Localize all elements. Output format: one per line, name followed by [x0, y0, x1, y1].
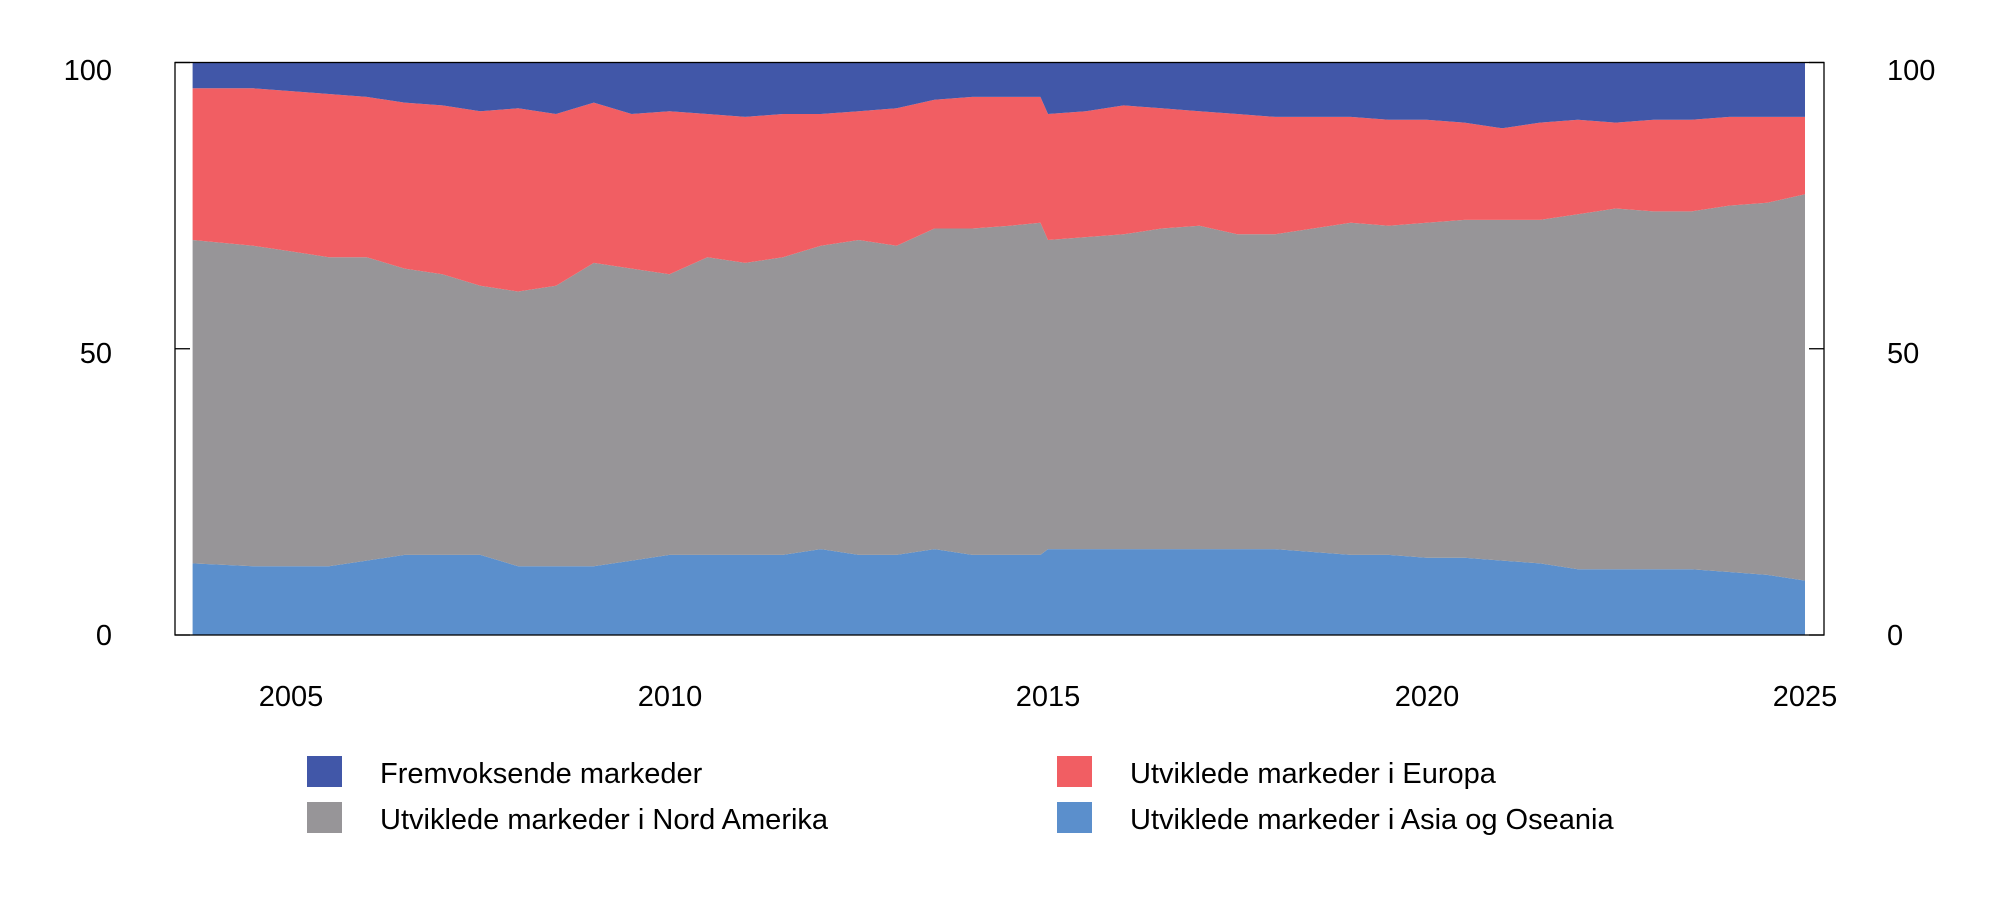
- legend-swatch-asia-oceania: [1057, 802, 1092, 833]
- y-axis-left: 0 50 100: [64, 55, 112, 652]
- y-tick-label-left: 100: [64, 55, 112, 87]
- x-tick-label: 2005: [259, 681, 324, 713]
- legend-label: Utviklede markeder i Asia og Oseania: [1130, 804, 1614, 836]
- legend-label: Utviklede markeder i Nord Amerika: [380, 804, 829, 836]
- y-tick-label-right: 0: [1887, 620, 1903, 652]
- x-tick-label: 2020: [1395, 681, 1460, 713]
- y-tick-label-left: 50: [80, 338, 112, 370]
- legend-label: Utviklede markeder i Europa: [1130, 758, 1497, 790]
- y-axis-right: 0 50 100: [1887, 55, 1935, 652]
- legend-swatch-emerging: [307, 756, 342, 787]
- legend-label: Fremvoksende markeder: [380, 758, 703, 790]
- plot-areas: [192, 62, 1806, 635]
- area-europe: [192, 88, 1806, 292]
- area-asia-oceania: [192, 549, 1806, 635]
- y-tick-label-left: 0: [96, 620, 112, 652]
- y-tick-label-right: 50: [1887, 338, 1919, 370]
- legend-swatch-north-america: [307, 802, 342, 833]
- legend-swatch-europe: [1057, 756, 1092, 787]
- x-tick-label: 2010: [638, 681, 703, 713]
- x-tick-label: 2015: [1016, 681, 1081, 713]
- y-tick-label-right: 100: [1887, 55, 1935, 87]
- x-tick-label: 2025: [1773, 681, 1838, 713]
- legend: Fremvoksende markeder Utviklede markeder…: [307, 756, 1614, 836]
- area-north-america: [192, 194, 1806, 581]
- area-emerging-markets: [192, 62, 1806, 129]
- axis-ticks: [175, 61, 1824, 636]
- x-axis: 2005 2010 2015 2020 2025: [259, 681, 1838, 713]
